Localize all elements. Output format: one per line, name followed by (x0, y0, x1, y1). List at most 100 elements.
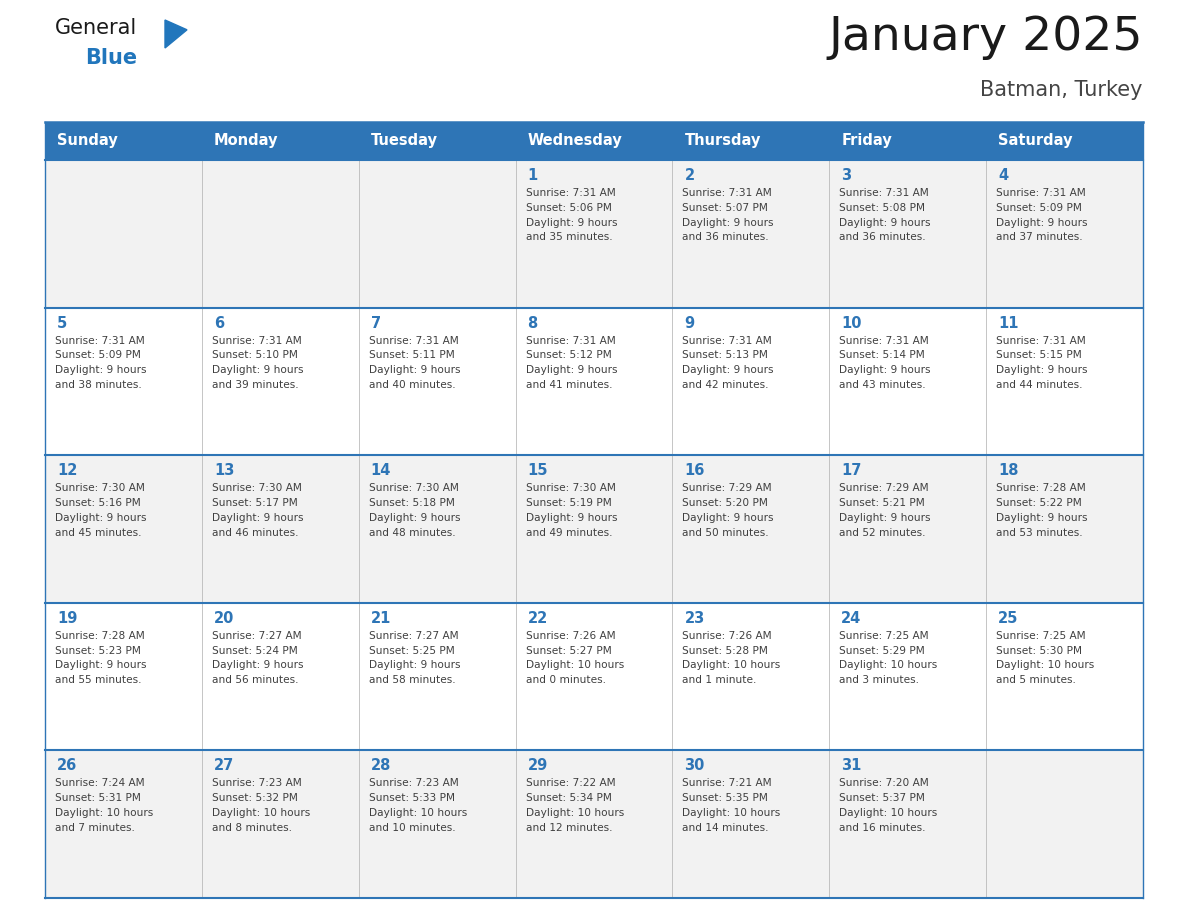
Text: Daylight: 10 hours: Daylight: 10 hours (682, 660, 781, 670)
Text: Friday: Friday (841, 133, 892, 149)
Text: and 45 minutes.: and 45 minutes. (55, 528, 141, 538)
Text: and 42 minutes.: and 42 minutes. (682, 380, 769, 390)
Text: Daylight: 9 hours: Daylight: 9 hours (368, 365, 460, 375)
Text: and 8 minutes.: and 8 minutes. (211, 823, 292, 833)
Text: Batman, Turkey: Batman, Turkey (980, 80, 1143, 100)
Text: 27: 27 (214, 758, 234, 773)
Text: Sunrise: 7:21 AM: Sunrise: 7:21 AM (682, 778, 772, 789)
Text: Daylight: 9 hours: Daylight: 9 hours (55, 513, 146, 522)
Text: 21: 21 (371, 610, 391, 626)
FancyBboxPatch shape (45, 603, 1143, 750)
Text: Saturday: Saturday (998, 133, 1073, 149)
Text: Sunset: 5:16 PM: Sunset: 5:16 PM (55, 498, 140, 508)
Text: Sunrise: 7:31 AM: Sunrise: 7:31 AM (839, 188, 929, 198)
Text: Sunset: 5:12 PM: Sunset: 5:12 PM (525, 351, 612, 361)
Text: Sunrise: 7:31 AM: Sunrise: 7:31 AM (839, 336, 929, 345)
Text: Daylight: 9 hours: Daylight: 9 hours (682, 365, 773, 375)
Text: and 40 minutes.: and 40 minutes. (368, 380, 455, 390)
Text: Sunset: 5:30 PM: Sunset: 5:30 PM (997, 645, 1082, 655)
Text: Daylight: 9 hours: Daylight: 9 hours (211, 513, 303, 522)
Text: Sunrise: 7:31 AM: Sunrise: 7:31 AM (997, 336, 1086, 345)
Text: Sunset: 5:09 PM: Sunset: 5:09 PM (55, 351, 141, 361)
Text: and 16 minutes.: and 16 minutes. (839, 823, 925, 833)
Text: 28: 28 (371, 758, 391, 773)
Text: and 39 minutes.: and 39 minutes. (211, 380, 298, 390)
Text: Daylight: 9 hours: Daylight: 9 hours (211, 660, 303, 670)
Text: Sunset: 5:24 PM: Sunset: 5:24 PM (211, 645, 298, 655)
Text: Daylight: 9 hours: Daylight: 9 hours (997, 218, 1088, 228)
Text: Sunrise: 7:31 AM: Sunrise: 7:31 AM (997, 188, 1086, 198)
Text: 9: 9 (684, 316, 695, 330)
Text: Sunset: 5:11 PM: Sunset: 5:11 PM (368, 351, 455, 361)
Text: Daylight: 9 hours: Daylight: 9 hours (839, 218, 930, 228)
Text: Sunrise: 7:23 AM: Sunrise: 7:23 AM (368, 778, 459, 789)
Text: Daylight: 9 hours: Daylight: 9 hours (211, 365, 303, 375)
Text: 15: 15 (527, 464, 548, 478)
Text: and 36 minutes.: and 36 minutes. (682, 232, 769, 242)
Text: Daylight: 9 hours: Daylight: 9 hours (525, 218, 617, 228)
Text: Sunrise: 7:30 AM: Sunrise: 7:30 AM (525, 483, 615, 493)
Text: Sunrise: 7:30 AM: Sunrise: 7:30 AM (368, 483, 459, 493)
Text: and 58 minutes.: and 58 minutes. (368, 676, 455, 685)
Text: Sunrise: 7:31 AM: Sunrise: 7:31 AM (682, 188, 772, 198)
Text: and 36 minutes.: and 36 minutes. (839, 232, 925, 242)
Text: Sunset: 5:34 PM: Sunset: 5:34 PM (525, 793, 612, 803)
Text: and 49 minutes.: and 49 minutes. (525, 528, 612, 538)
Text: Sunset: 5:28 PM: Sunset: 5:28 PM (682, 645, 769, 655)
Text: Sunrise: 7:28 AM: Sunrise: 7:28 AM (55, 631, 145, 641)
Text: and 53 minutes.: and 53 minutes. (997, 528, 1082, 538)
Text: Sunset: 5:29 PM: Sunset: 5:29 PM (839, 645, 925, 655)
Text: Sunset: 5:23 PM: Sunset: 5:23 PM (55, 645, 141, 655)
Text: and 14 minutes.: and 14 minutes. (682, 823, 769, 833)
Text: Daylight: 10 hours: Daylight: 10 hours (55, 808, 153, 818)
Text: Sunset: 5:17 PM: Sunset: 5:17 PM (211, 498, 298, 508)
Text: and 38 minutes.: and 38 minutes. (55, 380, 141, 390)
Text: and 43 minutes.: and 43 minutes. (839, 380, 925, 390)
Text: and 10 minutes.: and 10 minutes. (368, 823, 455, 833)
Text: Sunrise: 7:27 AM: Sunrise: 7:27 AM (368, 631, 459, 641)
Text: and 44 minutes.: and 44 minutes. (997, 380, 1082, 390)
Text: Daylight: 10 hours: Daylight: 10 hours (839, 808, 937, 818)
Text: 6: 6 (214, 316, 225, 330)
Text: and 0 minutes.: and 0 minutes. (525, 676, 606, 685)
Text: 1: 1 (527, 168, 538, 183)
Text: Daylight: 9 hours: Daylight: 9 hours (997, 365, 1088, 375)
Text: Sunrise: 7:26 AM: Sunrise: 7:26 AM (682, 631, 772, 641)
Text: Sunrise: 7:31 AM: Sunrise: 7:31 AM (682, 336, 772, 345)
Text: and 12 minutes.: and 12 minutes. (525, 823, 612, 833)
Text: 18: 18 (998, 464, 1018, 478)
Text: Daylight: 9 hours: Daylight: 9 hours (525, 513, 617, 522)
Text: Sunset: 5:09 PM: Sunset: 5:09 PM (997, 203, 1082, 213)
Text: Daylight: 9 hours: Daylight: 9 hours (368, 513, 460, 522)
Text: Sunrise: 7:28 AM: Sunrise: 7:28 AM (997, 483, 1086, 493)
Text: 20: 20 (214, 610, 234, 626)
Text: 26: 26 (57, 758, 77, 773)
Text: Sunrise: 7:22 AM: Sunrise: 7:22 AM (525, 778, 615, 789)
Text: Sunset: 5:20 PM: Sunset: 5:20 PM (682, 498, 769, 508)
Text: Blue: Blue (86, 48, 137, 68)
Text: Sunset: 5:33 PM: Sunset: 5:33 PM (368, 793, 455, 803)
Text: Sunset: 5:22 PM: Sunset: 5:22 PM (997, 498, 1082, 508)
Text: Sunset: 5:27 PM: Sunset: 5:27 PM (525, 645, 612, 655)
Text: Sunset: 5:31 PM: Sunset: 5:31 PM (55, 793, 141, 803)
Text: 16: 16 (684, 464, 704, 478)
Text: Sunrise: 7:30 AM: Sunrise: 7:30 AM (55, 483, 145, 493)
Text: 23: 23 (684, 610, 704, 626)
Text: Daylight: 10 hours: Daylight: 10 hours (368, 808, 467, 818)
Text: Sunset: 5:32 PM: Sunset: 5:32 PM (211, 793, 298, 803)
Text: Sunset: 5:37 PM: Sunset: 5:37 PM (839, 793, 925, 803)
Text: and 5 minutes.: and 5 minutes. (997, 676, 1076, 685)
Text: and 52 minutes.: and 52 minutes. (839, 528, 925, 538)
Text: and 56 minutes.: and 56 minutes. (211, 676, 298, 685)
Text: Sunset: 5:13 PM: Sunset: 5:13 PM (682, 351, 769, 361)
Text: Daylight: 9 hours: Daylight: 9 hours (525, 365, 617, 375)
Text: 25: 25 (998, 610, 1018, 626)
Text: Daylight: 10 hours: Daylight: 10 hours (525, 808, 624, 818)
Text: Sunrise: 7:24 AM: Sunrise: 7:24 AM (55, 778, 145, 789)
Text: Daylight: 10 hours: Daylight: 10 hours (997, 660, 1094, 670)
Text: Sunday: Sunday (57, 133, 118, 149)
Text: Sunset: 5:19 PM: Sunset: 5:19 PM (525, 498, 612, 508)
Text: Monday: Monday (214, 133, 278, 149)
Text: and 55 minutes.: and 55 minutes. (55, 676, 141, 685)
Text: Daylight: 9 hours: Daylight: 9 hours (839, 365, 930, 375)
